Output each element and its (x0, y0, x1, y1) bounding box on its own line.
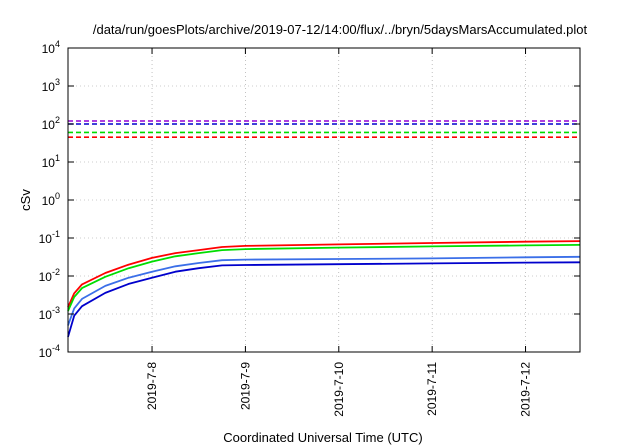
y-axis-label: cSv (18, 189, 33, 211)
x-tick-label: 2019-7-8 (145, 362, 159, 410)
y-tick-label: 100 (42, 191, 60, 208)
x-tick-label: 2019-7-11 (425, 362, 439, 416)
reference-lines (68, 120, 580, 138)
y-tick-label: 104 (42, 39, 60, 56)
series-line (67, 261, 581, 338)
chart-title: /data/run/goesPlots/archive/2019-07-12/1… (93, 22, 588, 37)
grid (68, 48, 580, 352)
series-line (67, 244, 581, 312)
y-tick-label: 103 (42, 77, 60, 94)
x-tick-label: 2019-7-12 (519, 362, 533, 417)
series-line (67, 255, 581, 326)
y-axis: 10-4 10-3 10-2 10-1 100 101 102 103 104 (39, 39, 580, 360)
y-tick-label: 101 (42, 153, 60, 170)
y-tick-label: 10-2 (39, 267, 60, 284)
y-tick-label: 10-4 (39, 343, 60, 360)
series-line (67, 240, 581, 308)
x-tick-label: 2019-7-10 (332, 362, 346, 417)
y-tick-label: 10-3 (39, 305, 60, 322)
x-axis-label: Coordinated Universal Time (UTC) (223, 430, 422, 445)
y-tick-label: 10-1 (39, 229, 60, 246)
y-tick-label: 102 (42, 115, 60, 132)
data-series (67, 240, 581, 338)
x-tick-label: 2019-7-9 (238, 362, 252, 410)
x-axis: 2019-7-8 2019-7-9 2019-7-10 2019-7-11 2019-7… (145, 48, 533, 417)
